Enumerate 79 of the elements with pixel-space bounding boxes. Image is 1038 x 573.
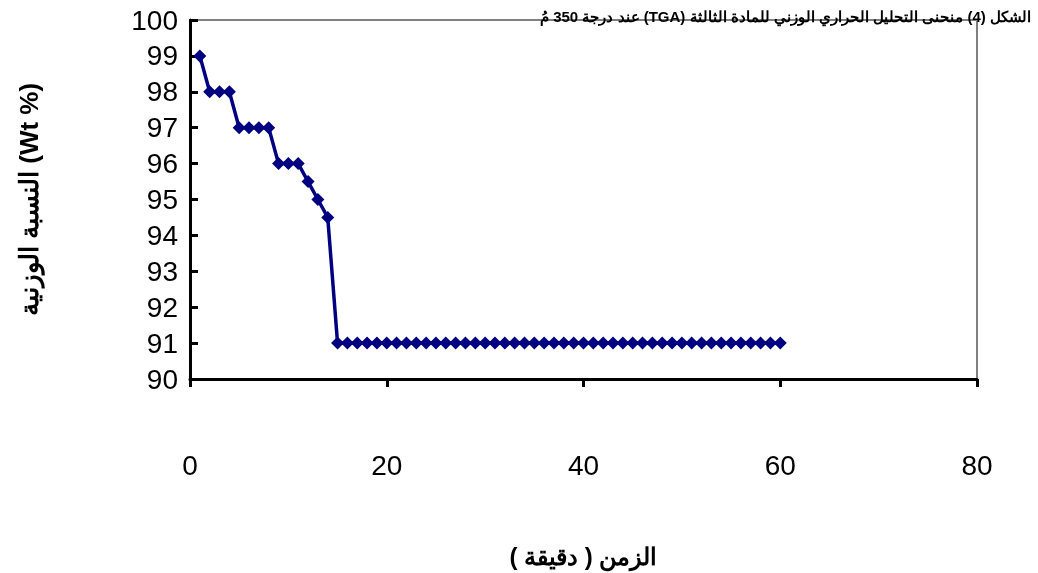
point	[714, 336, 728, 350]
point	[350, 336, 364, 350]
point	[527, 336, 541, 350]
point	[488, 336, 502, 350]
y-axis-title: النسبة الوزنية (Wt %)	[14, 82, 45, 317]
point	[193, 49, 207, 63]
point	[370, 336, 384, 350]
y-tick-label: 100	[131, 4, 178, 36]
point	[557, 336, 571, 350]
point	[281, 157, 295, 171]
y-tick-label: 95	[146, 184, 178, 215]
y-tick-label: 92	[146, 291, 178, 323]
point	[724, 336, 738, 350]
point	[360, 336, 374, 350]
point	[340, 336, 354, 350]
point	[763, 336, 777, 350]
point	[645, 336, 659, 350]
point	[596, 336, 610, 350]
x-tick-label: 40	[567, 449, 600, 481]
point	[517, 336, 531, 350]
point	[567, 336, 581, 350]
point	[380, 336, 394, 350]
point	[439, 336, 453, 350]
x-tick-label: 20	[371, 449, 403, 481]
point	[754, 336, 768, 350]
y-tick-label: 99	[146, 40, 178, 72]
x-axis-title: الزمن ( دقيقة )	[509, 542, 658, 572]
point	[409, 336, 423, 350]
y-tick-label: 96	[146, 148, 178, 180]
point	[429, 336, 443, 350]
point	[272, 157, 286, 171]
x-tick-label: 0	[182, 449, 198, 481]
point	[498, 336, 512, 350]
point	[203, 85, 217, 99]
x-tick-label: 80	[961, 449, 993, 481]
y-tick-label: 91	[146, 327, 178, 359]
point	[685, 336, 699, 350]
point	[291, 157, 305, 171]
point	[213, 85, 227, 99]
point	[419, 336, 433, 350]
chart-title: الشكل (4) منحنى التحليل الحراري الوزني للمادة الثالثة (TGA) عند درجة 350 مُ	[539, 8, 1032, 27]
y-tick-label: 93	[146, 255, 178, 287]
point	[478, 336, 492, 350]
x-tick-label: 60	[764, 449, 796, 481]
y-tick-label: 94	[146, 219, 178, 251]
point	[252, 121, 266, 135]
point	[626, 336, 640, 350]
point	[232, 121, 246, 135]
point	[734, 336, 748, 350]
point	[665, 336, 679, 350]
y-tick-label: 90	[146, 363, 178, 395]
point	[242, 121, 256, 135]
point	[222, 85, 236, 99]
point	[262, 121, 276, 135]
point	[704, 336, 718, 350]
point	[468, 336, 482, 350]
point	[586, 336, 600, 350]
point	[301, 175, 315, 189]
point	[655, 336, 669, 350]
point	[458, 336, 472, 350]
point	[547, 336, 561, 350]
point	[695, 336, 709, 350]
point	[537, 336, 551, 350]
y-tick-label: 98	[146, 76, 178, 108]
point	[311, 193, 325, 206]
point	[577, 336, 590, 350]
point	[744, 336, 758, 350]
point	[399, 336, 413, 350]
point	[449, 336, 463, 350]
point	[390, 336, 404, 350]
point	[508, 336, 522, 350]
point	[636, 336, 650, 350]
point	[331, 336, 345, 350]
point	[773, 336, 787, 350]
point	[606, 336, 620, 350]
point	[616, 336, 630, 350]
point	[321, 210, 335, 224]
y-tick-label: 97	[146, 112, 178, 144]
point	[675, 336, 689, 350]
